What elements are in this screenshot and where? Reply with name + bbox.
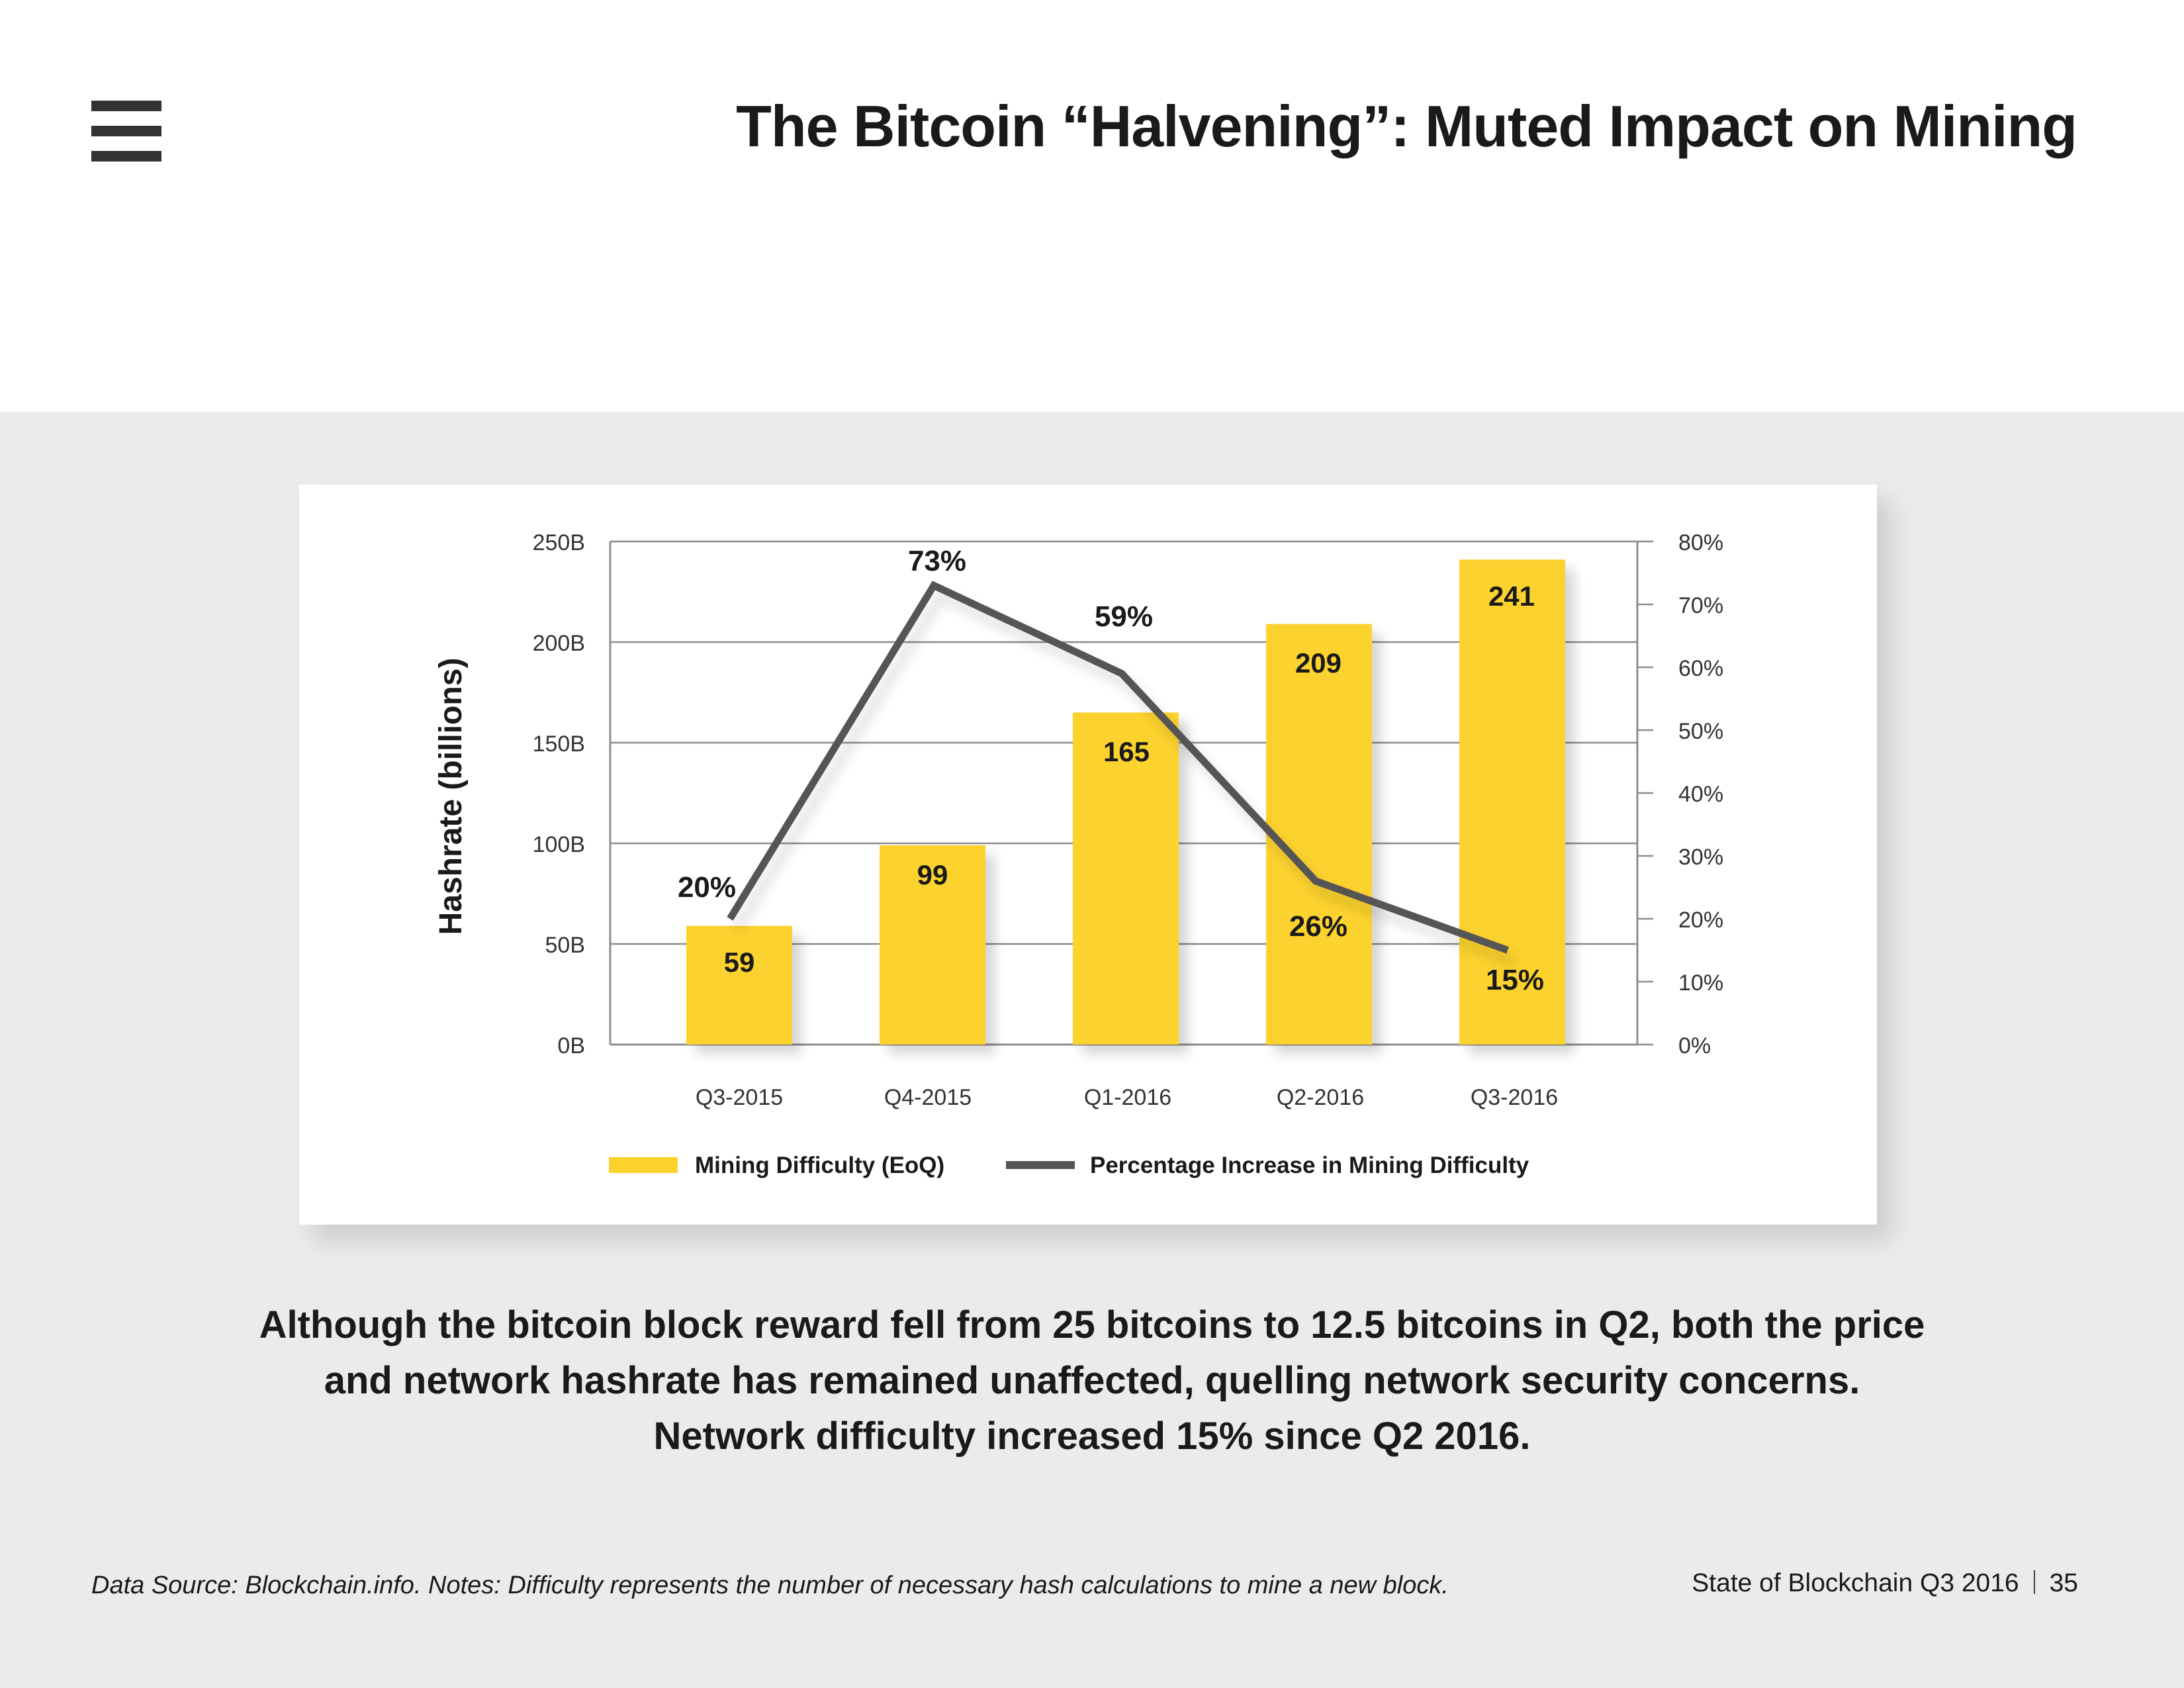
page-number: 35 [2049,1569,2078,1597]
y2-tick-label: 70% [1678,593,1723,618]
y-tick-label: 150B [533,731,585,757]
line-percentage-increase [727,581,1509,954]
y-tick-label: 250B [533,530,585,555]
legend-swatch-bar [609,1157,678,1173]
summary-line: and network hashrate has remained unaffe… [324,1359,1860,1402]
y2-tick-label: 10% [1678,970,1723,996]
line-value-label: 73% [908,545,966,577]
bar-mining-difficulty [686,925,792,1045]
y-tick-label: 100B [533,832,585,857]
line-value-label: 26% [1289,910,1347,943]
bar-mining-difficulty [1073,712,1179,1045]
bar-value-label: 209 [1295,647,1342,679]
y2-tick-label: 20% [1678,908,1723,933]
legend-swatch-line [1006,1161,1075,1169]
x-tick-label: Q3-2015 [696,1085,783,1110]
summary-line: Although the bitcoin block reward fell f… [259,1303,1925,1346]
y2-tick-label: 60% [1678,656,1723,681]
y-tick-label: 50B [545,933,586,958]
legend-label: Percentage Increase in Mining Difficulty [1090,1152,1529,1178]
y2-tick-label: 50% [1678,719,1723,744]
line-value-label: 20% [678,871,736,904]
footer-divider [2033,1570,2035,1594]
y2-tick-label: 80% [1678,530,1723,555]
legend-label: Mining Difficulty (EoQ) [695,1152,944,1178]
summary-text: Although the bitcoin block reward fell f… [165,1297,2019,1464]
x-tick-label: Q1-2016 [1084,1085,1171,1110]
bar-mining-difficulty [1266,624,1372,1045]
chart-card: 0B 50B 100B 150B 200B 250B 0% 10% 20% 30% 40% 50% 60… [299,485,1877,1225]
y-axis-title: Hashrate (billions) [433,658,469,935]
hamburger-menu-icon[interactable] [91,101,161,162]
x-tick-label: Q4-2015 [884,1085,972,1110]
menu-bar [91,126,161,136]
bar-value-label: 165 [1103,736,1150,767]
bar-mining-difficulty [880,845,985,1045]
page-title: The Bitcoin “Halvening”: Muted Impact on… [736,93,2077,159]
combo-chart: 0B 50B 100B 150B 200B 250B 0% 10% 20% 30% 40% 50% 60… [433,530,1723,1178]
publication-name: State of Blockchain Q3 2016 [1692,1569,2019,1597]
x-tick-label: Q2-2016 [1277,1085,1364,1110]
y2-tick-label: 30% [1678,845,1723,870]
bar-value-label: 99 [917,859,948,890]
x-tick-label: Q3-2016 [1471,1085,1558,1110]
y2-tick-label: 40% [1678,782,1723,807]
y-tick-label: 0B [557,1033,585,1058]
page-footer: State of Blockchain Q3 2016 35 [1692,1569,2078,1598]
menu-bar [91,151,161,162]
source-note: Data Source: Blockchain.info. Notes: Dif… [91,1571,1449,1599]
bar-value-label: 59 [724,947,755,978]
line-value-label: 59% [1095,600,1153,633]
y2-tick-label: 0% [1678,1033,1711,1058]
menu-bar [91,101,161,111]
y-tick-label: 200B [533,631,585,656]
line-value-label: 15% [1486,964,1544,996]
bar-value-label: 241 [1488,581,1535,612]
summary-line: Network difficulty increased 15% since Q… [653,1415,1531,1458]
